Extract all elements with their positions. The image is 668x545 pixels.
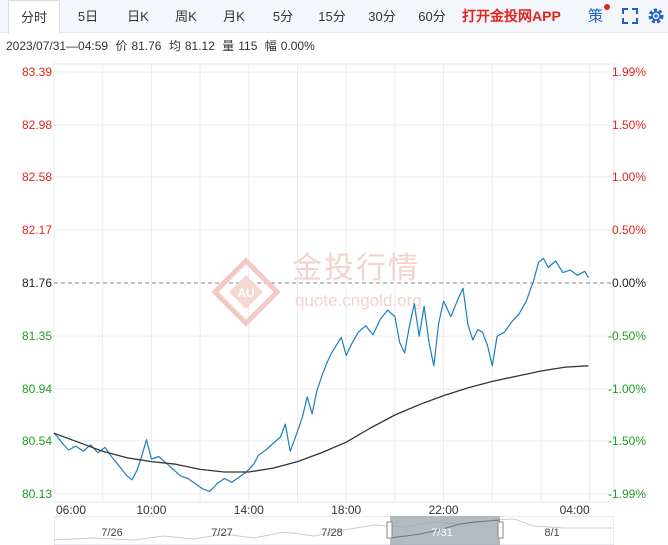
x-tick-label: 06:00	[56, 503, 86, 517]
tab-5-day[interactable]: 5日	[77, 9, 99, 24]
navigator-selection-sparkline	[389, 519, 501, 539]
navigator-sparkline	[54, 518, 614, 541]
info-time: 2023/07/31—04:59	[6, 39, 109, 53]
time-navigator[interactable]: 7/26 7/27 7/28 7/31 8/1	[54, 516, 614, 545]
y-tick-label: 80.13	[22, 487, 52, 501]
pct-tick-label: 0.50%	[612, 223, 646, 237]
info-change: 0.00%	[280, 39, 315, 53]
watermark-badge: AU	[237, 286, 254, 300]
open-app-link[interactable]: 打开金投网APP	[462, 8, 561, 24]
tab-5-min[interactable]: 5分	[272, 9, 294, 24]
gear-icon[interactable]	[646, 6, 666, 26]
fullscreen-icon-svg	[622, 8, 638, 24]
watermark-url: quote.cngold.org	[295, 291, 422, 310]
y-tick-label: 81.76	[22, 276, 52, 290]
info-volume: 115	[238, 39, 258, 53]
x-tick-label: 10:00	[136, 503, 166, 517]
navigator-day: 7/27	[211, 527, 232, 539]
price-line	[53, 257, 589, 492]
watermark-text: 金投行情	[292, 251, 420, 286]
average-price-line	[53, 365, 589, 473]
info-avg-label: 均	[168, 39, 181, 53]
navigator-day: 7/26	[101, 527, 122, 539]
navigator-day: 8/1	[544, 527, 559, 539]
x-tick-label: 04:00	[560, 503, 590, 517]
chart-marks	[53, 257, 589, 492]
y-tick-label: 80.94	[22, 382, 52, 396]
pct-tick-label: -1.00%	[608, 382, 646, 396]
info-price-label: 价	[115, 39, 128, 53]
pct-tick-label: -1.50%	[608, 434, 646, 448]
pct-tick-label: -1.99%	[608, 487, 646, 501]
navigator-left-handle[interactable]	[386, 521, 393, 539]
y-tick-label: 82.17	[22, 223, 52, 237]
pct-tick-label: 1.99%	[612, 65, 646, 79]
y-tick-label: 82.98	[22, 118, 52, 132]
tab-weekly-k[interactable]: 周K	[175, 9, 197, 24]
fullscreen-icon[interactable]	[620, 6, 640, 26]
policy-button[interactable]: 策	[588, 8, 604, 25]
info-price: 81.76	[131, 39, 162, 53]
y-tick-label: 81.35	[22, 329, 52, 343]
navigator-right-handle[interactable]	[497, 521, 504, 539]
navigator-day: 7/31	[431, 527, 452, 539]
tab-daily-k[interactable]: 日K	[127, 9, 149, 24]
x-tick-label: 18:00	[331, 503, 361, 517]
tab-monthly-k[interactable]: 月K	[223, 9, 245, 24]
info-avg: 81.12	[184, 39, 215, 53]
tab-30-min[interactable]: 30分	[368, 9, 396, 24]
y-tick-label: 83.39	[22, 65, 52, 79]
period-toolbar: 分时 5日 日K 周K 月K 5分 15分 30分 60分 打开金投网APP 策	[0, 0, 668, 34]
tab-intraday[interactable]: 分时	[8, 0, 60, 34]
navigator-day: 7/28	[321, 527, 342, 539]
y-tick-label: 80.54	[22, 434, 52, 448]
tab-15-min[interactable]: 15分	[318, 9, 346, 24]
pct-tick-label: -0.50%	[608, 329, 646, 343]
info-change-label: 幅	[264, 39, 277, 53]
gear-icon-svg	[648, 8, 664, 24]
axis-labels: 83.39 1.99% 82.98 1.50% 82.58 1.00% 82.17 0.50%…	[22, 65, 646, 517]
pct-tick-label: 1.00%	[612, 170, 646, 184]
y-tick-label: 82.58	[22, 170, 52, 184]
quote-info-bar: 2023/07/31—04:59 价 81.76 均 81.12 量 115 幅 0.0…	[0, 36, 668, 56]
tab-60-min[interactable]: 60分	[418, 9, 446, 24]
x-tick-label: 14:00	[234, 503, 264, 517]
pct-tick-label: 1.50%	[612, 118, 646, 132]
pct-tick-label: 0.00%	[612, 276, 646, 290]
navigator-selection[interactable]	[390, 516, 500, 545]
notification-dot	[604, 4, 610, 10]
x-tick-label: 22:00	[429, 503, 459, 517]
info-volume-label: 量	[222, 39, 235, 53]
